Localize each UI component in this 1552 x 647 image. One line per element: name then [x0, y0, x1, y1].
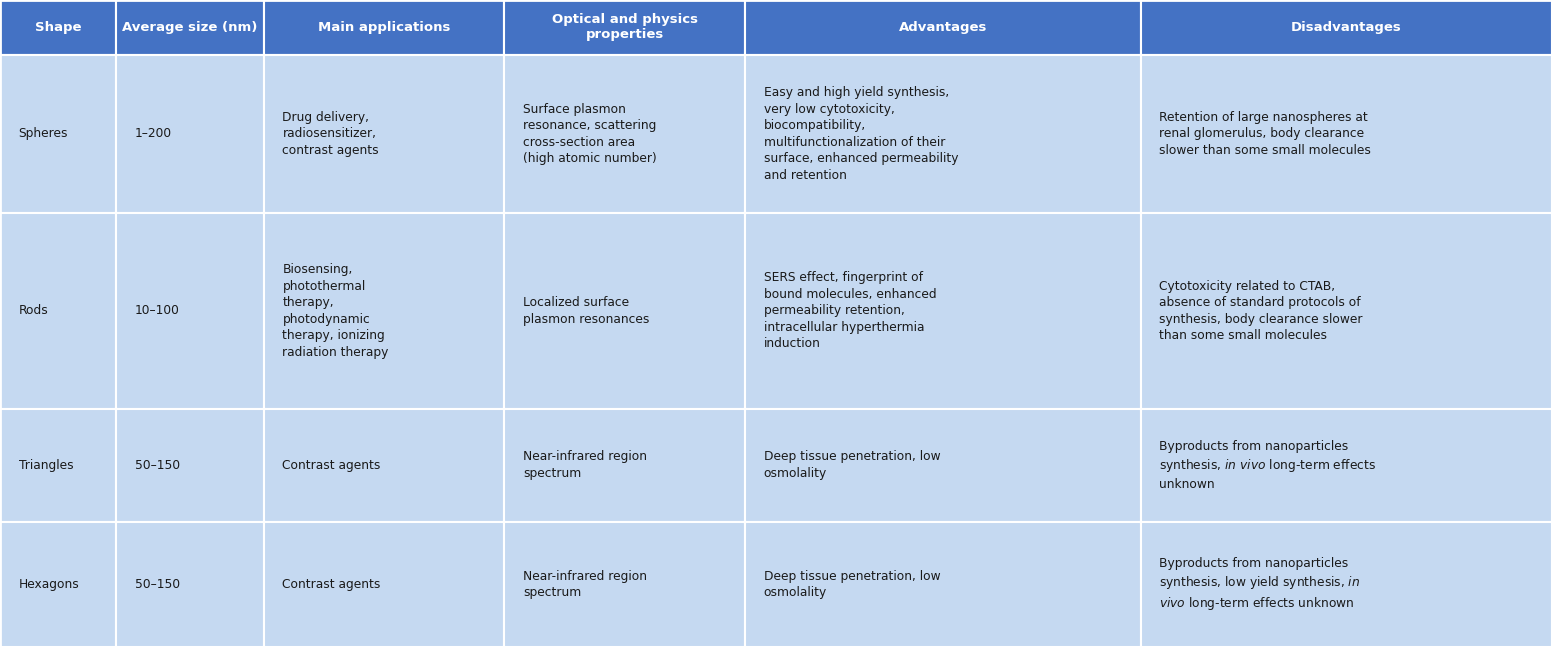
Text: Hexagons: Hexagons: [19, 578, 79, 591]
FancyBboxPatch shape: [0, 0, 116, 55]
FancyBboxPatch shape: [745, 55, 1141, 213]
Text: Localized surface
plasmon resonances: Localized surface plasmon resonances: [523, 296, 649, 325]
FancyBboxPatch shape: [116, 409, 264, 521]
Text: Contrast agents: Contrast agents: [282, 459, 380, 472]
FancyBboxPatch shape: [504, 55, 745, 213]
FancyBboxPatch shape: [1141, 213, 1552, 409]
FancyBboxPatch shape: [745, 409, 1141, 521]
Text: Contrast agents: Contrast agents: [282, 578, 380, 591]
Text: Average size (nm): Average size (nm): [123, 21, 258, 34]
FancyBboxPatch shape: [1141, 409, 1552, 521]
Text: Triangles: Triangles: [19, 459, 73, 472]
Text: Spheres: Spheres: [19, 127, 68, 140]
FancyBboxPatch shape: [116, 213, 264, 409]
FancyBboxPatch shape: [745, 213, 1141, 409]
FancyBboxPatch shape: [1141, 0, 1552, 55]
Text: Rods: Rods: [19, 304, 48, 317]
Text: Byproducts from nanoparticles
synthesis, low yield synthesis, $\it{in}$
$\it{viv: Byproducts from nanoparticles synthesis,…: [1159, 556, 1361, 612]
Text: 50–150: 50–150: [135, 459, 180, 472]
FancyBboxPatch shape: [504, 521, 745, 647]
FancyBboxPatch shape: [504, 0, 745, 55]
FancyBboxPatch shape: [0, 409, 116, 521]
FancyBboxPatch shape: [116, 55, 264, 213]
Text: Main applications: Main applications: [318, 21, 450, 34]
Text: Biosensing,
photothermal
therapy,
photodynamic
therapy, ionizing
radiation thera: Biosensing, photothermal therapy, photod…: [282, 263, 390, 358]
Text: Shape: Shape: [36, 21, 81, 34]
FancyBboxPatch shape: [745, 521, 1141, 647]
Text: Optical and physics
properties: Optical and physics properties: [551, 14, 698, 41]
Text: Near-infrared region
spectrum: Near-infrared region spectrum: [523, 450, 647, 480]
Text: Disadvantages: Disadvantages: [1291, 21, 1401, 34]
FancyBboxPatch shape: [504, 213, 745, 409]
FancyBboxPatch shape: [0, 521, 116, 647]
FancyBboxPatch shape: [116, 0, 264, 55]
Text: 50–150: 50–150: [135, 578, 180, 591]
Text: Drug delivery,
radiosensitizer,
contrast agents: Drug delivery, radiosensitizer, contrast…: [282, 111, 379, 157]
Text: Easy and high yield synthesis,
very low cytotoxicity,
biocompatibility,
multifun: Easy and high yield synthesis, very low …: [764, 86, 958, 182]
Text: 10–100: 10–100: [135, 304, 180, 317]
FancyBboxPatch shape: [264, 213, 504, 409]
Text: Deep tissue penetration, low
osmolality: Deep tissue penetration, low osmolality: [764, 450, 941, 480]
Text: Surface plasmon
resonance, scattering
cross-section area
(high atomic number): Surface plasmon resonance, scattering cr…: [523, 103, 656, 165]
Text: Advantages: Advantages: [899, 21, 987, 34]
FancyBboxPatch shape: [504, 409, 745, 521]
FancyBboxPatch shape: [264, 0, 504, 55]
FancyBboxPatch shape: [264, 409, 504, 521]
Text: Byproducts from nanoparticles
synthesis, $\it{in\ vivo}$ long-term effects
unkno: Byproducts from nanoparticles synthesis,…: [1159, 440, 1377, 490]
FancyBboxPatch shape: [0, 213, 116, 409]
FancyBboxPatch shape: [0, 55, 116, 213]
FancyBboxPatch shape: [1141, 55, 1552, 213]
Text: Retention of large nanospheres at
renal glomerulus, body clearance
slower than s: Retention of large nanospheres at renal …: [1159, 111, 1372, 157]
Text: SERS effect, fingerprint of
bound molecules, enhanced
permeability retention,
in: SERS effect, fingerprint of bound molecu…: [764, 271, 936, 350]
FancyBboxPatch shape: [1141, 521, 1552, 647]
Text: 1–200: 1–200: [135, 127, 172, 140]
FancyBboxPatch shape: [264, 521, 504, 647]
FancyBboxPatch shape: [264, 55, 504, 213]
FancyBboxPatch shape: [745, 0, 1141, 55]
Text: Near-infrared region
spectrum: Near-infrared region spectrum: [523, 569, 647, 599]
FancyBboxPatch shape: [116, 521, 264, 647]
Text: Cytotoxicity related to CTAB,
absence of standard protocols of
synthesis, body c: Cytotoxicity related to CTAB, absence of…: [1159, 280, 1363, 342]
Text: Deep tissue penetration, low
osmolality: Deep tissue penetration, low osmolality: [764, 569, 941, 599]
